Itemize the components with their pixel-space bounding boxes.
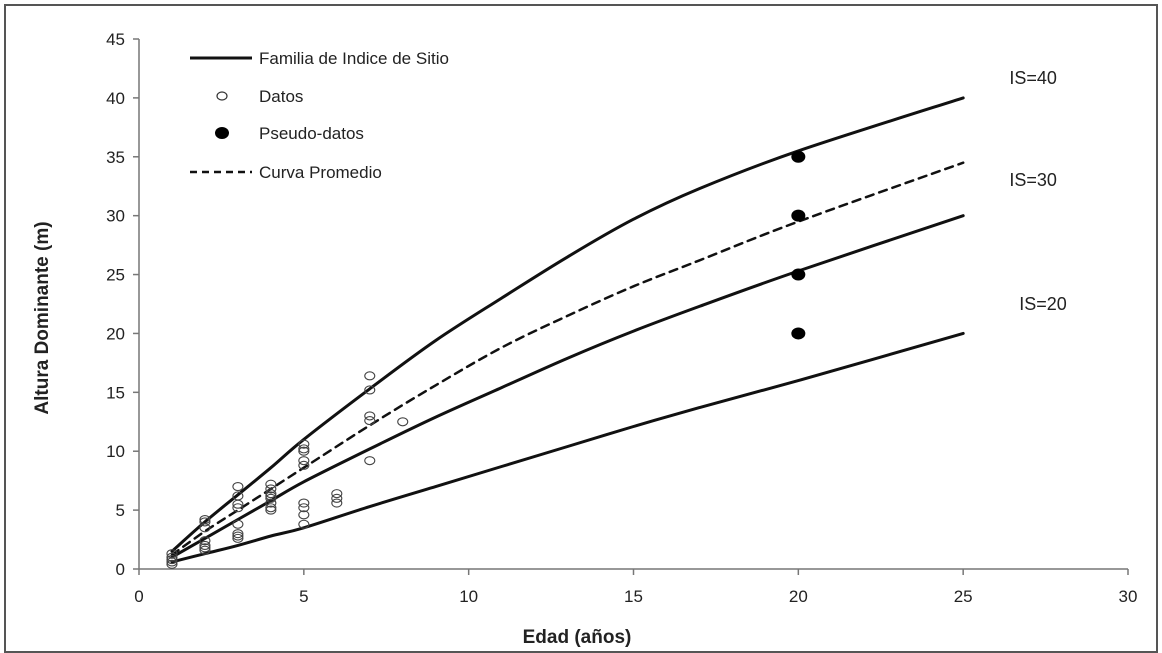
legend-item: Pseudo-datos [215,124,364,143]
datos-point [298,444,310,454]
datos-point [265,498,277,508]
legend-swatch-filled-circle [215,127,229,139]
datos-point [364,385,376,395]
datos-point [265,489,277,499]
legend: Familia de Indice de Sitio Datos Pseudo-… [190,49,449,182]
y-tick-label: 0 [116,560,125,579]
curve-label: IS=40 [1009,68,1057,88]
datos-point [298,446,310,456]
datos-point [232,519,244,529]
series-line-is-20 [170,331,965,564]
datos-point [364,411,376,421]
datos-point [265,493,277,503]
legend-item: Datos [216,87,303,106]
datos-point [298,503,310,513]
pseudo-datos-point [791,150,806,163]
datos-point [232,503,244,513]
datos-point [331,493,343,503]
legend-label: Datos [259,87,303,106]
datos-point [265,484,277,494]
series-line-curva-promedio [170,161,965,557]
datos-point [232,482,244,492]
legend-item: Familia de Indice de Sitio [190,49,449,68]
y-tick-label: 35 [106,148,125,167]
datos-point [166,559,178,569]
x-tick-label: 15 [624,587,643,606]
legend-label: Curva Promedio [259,163,382,182]
datos-point [199,543,211,553]
y-axis-title: Altura Dominante (m) [32,221,53,414]
curve-label: IS=20 [1019,294,1067,314]
datos-point [331,489,343,499]
x-tick-label: 5 [299,587,308,606]
legend-item: Curva Promedio [190,163,382,182]
y-tick-label: 10 [106,442,125,461]
pseudo-datos-point [791,327,806,340]
x-tick-label: 25 [954,587,973,606]
datos-point [232,491,244,501]
datos-point [166,557,178,567]
legend-swatch-open-circle [216,91,228,101]
datos-point [298,510,310,520]
x-ticks: 0 5 10 15 20 25 30 [134,569,1137,606]
y-ticks: 0 5 10 15 20 25 30 35 40 45 [106,30,139,579]
y-tick-label: 5 [116,501,125,520]
datos-point [166,555,178,565]
datos-point [298,439,310,449]
datos-point [298,498,310,508]
datos-point [166,552,178,562]
datos-point [265,491,277,501]
datos-point [199,536,211,546]
y-tick-label: 20 [106,324,125,343]
datos-point [232,531,244,541]
datos-point [364,456,376,466]
y-tick-label: 25 [106,266,125,285]
y-tick-label: 30 [106,207,125,226]
x-tick-label: 0 [134,587,143,606]
datos-point [199,540,211,550]
x-tick-label: 30 [1119,587,1138,606]
x-tick-label: 20 [789,587,808,606]
datos-point [265,503,277,513]
annotations-layer: IS=40 IS=30 IS=20 [1009,68,1066,314]
datos-point [331,498,343,508]
curve-label: IS=30 [1009,170,1057,190]
datos-point [265,479,277,489]
series-layer [170,96,965,564]
datos-point [298,519,310,529]
legend-label: Pseudo-datos [259,124,364,143]
pseudo-datos-point [791,209,806,222]
datos-point [199,545,211,555]
datos-point [364,371,376,381]
y-tick-label: 45 [106,30,125,49]
datos-point [199,514,211,525]
datos-point [397,417,409,427]
datos-point [298,456,310,466]
datos-point [364,416,376,426]
datos-point [298,460,310,470]
y-tick-label: 15 [106,383,125,402]
points-layer [166,150,806,569]
series-line-is-40 [170,96,965,553]
datos-point [199,517,211,527]
y-tick-label: 40 [106,89,125,108]
datos-point [265,505,277,515]
series-line-is-30 [170,214,965,559]
datos-point [232,533,244,543]
x-tick-label: 10 [459,587,478,606]
datos-point [232,529,244,539]
legend-label: Familia de Indice de Sitio [259,49,449,68]
x-axis-title: Edad (años) [523,627,632,648]
pseudo-datos-point [791,268,806,281]
